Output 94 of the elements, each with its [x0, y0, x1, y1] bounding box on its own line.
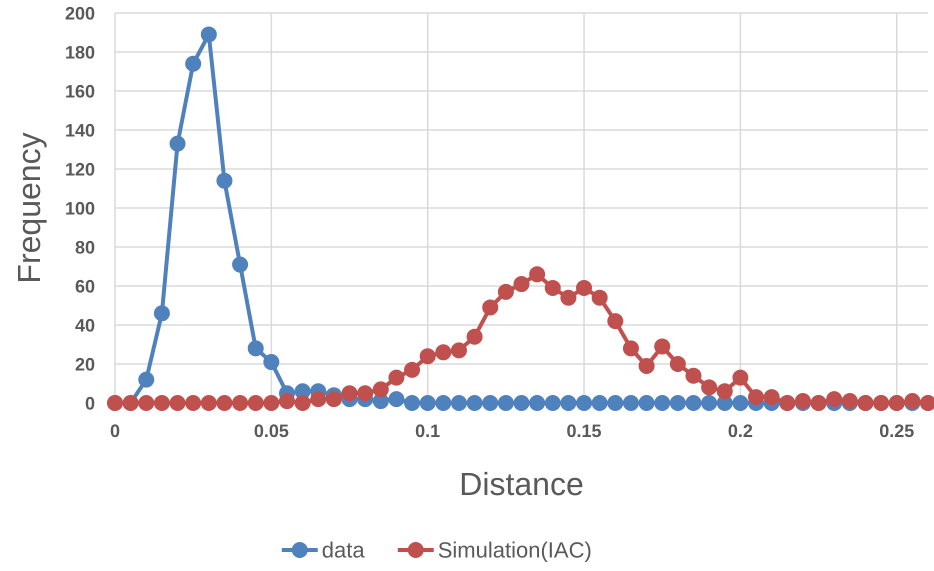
point: [826, 391, 842, 408]
legend-label: Simulation(IAC): [438, 538, 592, 563]
point: [435, 344, 452, 360]
point: [450, 342, 467, 358]
point: [482, 395, 498, 411]
point: [560, 395, 576, 411]
point: [216, 172, 232, 189]
y-tick-label: 100: [64, 198, 95, 218]
point: [248, 395, 264, 411]
point: [216, 395, 232, 411]
point: [420, 348, 436, 364]
y-tick-label: 0: [84, 393, 95, 414]
point: [498, 395, 514, 411]
point: [170, 136, 186, 152]
point: [732, 395, 748, 411]
point: [638, 358, 655, 374]
point: [622, 340, 639, 356]
x-tick-label: 0.2: [728, 421, 753, 441]
point: [170, 395, 186, 411]
x-tick-label: 0.15: [566, 421, 602, 441]
y-axis-title: Frequency: [11, 132, 47, 284]
point: [544, 280, 561, 296]
point: [404, 362, 420, 378]
point: [498, 284, 514, 300]
point: [138, 372, 154, 388]
point: [654, 395, 670, 411]
point: [310, 391, 326, 408]
y-tick-label: 20: [74, 354, 95, 374]
point: [278, 393, 295, 410]
point: [450, 395, 467, 411]
point: [435, 395, 452, 411]
point: [592, 290, 608, 306]
point: [388, 370, 404, 386]
point: [326, 391, 342, 408]
point: [764, 389, 780, 406]
x-tick-label: 0: [110, 421, 120, 441]
y-tick-label: 120: [64, 159, 95, 180]
point: [607, 395, 624, 411]
y-tick-label: 60: [74, 276, 95, 296]
point: [685, 368, 702, 384]
point: [685, 395, 702, 411]
point: [638, 395, 655, 411]
point: [294, 395, 311, 411]
point: [200, 395, 217, 411]
point: [342, 385, 358, 402]
point: [732, 370, 748, 386]
point: [622, 395, 639, 411]
y-tick-label: 200: [64, 3, 95, 24]
point: [576, 280, 592, 296]
point: [154, 395, 170, 411]
point: [670, 356, 686, 372]
x-axis-title: Distance: [459, 466, 584, 502]
point: [529, 266, 546, 282]
y-tick-label: 80: [74, 237, 95, 258]
point: [263, 395, 280, 411]
point: [185, 56, 202, 72]
point: [701, 379, 718, 396]
x-tick-label: 0.25: [879, 421, 914, 441]
y-tick-label: 180: [64, 42, 95, 62]
point: [263, 354, 280, 370]
point: [388, 391, 404, 408]
y-tick-label: 160: [64, 81, 95, 102]
point: [232, 256, 248, 273]
point: [576, 395, 592, 411]
point: [670, 395, 686, 411]
point: [529, 395, 546, 411]
point: [466, 328, 483, 345]
point: [372, 381, 389, 398]
legend-label: data: [322, 538, 366, 563]
x-tick-label: 0.1: [415, 421, 440, 441]
point: [248, 340, 264, 356]
point: [701, 395, 718, 411]
point: [138, 395, 154, 411]
point: [716, 383, 733, 400]
point: [607, 313, 624, 330]
point: [514, 276, 530, 292]
x-tick-label: 0.05: [254, 421, 289, 441]
point: [404, 395, 420, 411]
point: [592, 395, 608, 411]
point: [154, 305, 170, 322]
point: [420, 395, 436, 411]
point: [466, 395, 483, 411]
point: [544, 395, 561, 411]
point: [654, 338, 670, 354]
point: [748, 389, 764, 406]
point: [232, 395, 248, 411]
point: [357, 385, 374, 402]
y-tick-label: 40: [74, 315, 95, 336]
point: [482, 299, 498, 316]
point: [560, 290, 576, 306]
point: [185, 395, 202, 411]
point: [514, 395, 530, 411]
point: [200, 26, 217, 42]
y-tick-label: 140: [64, 120, 95, 140]
